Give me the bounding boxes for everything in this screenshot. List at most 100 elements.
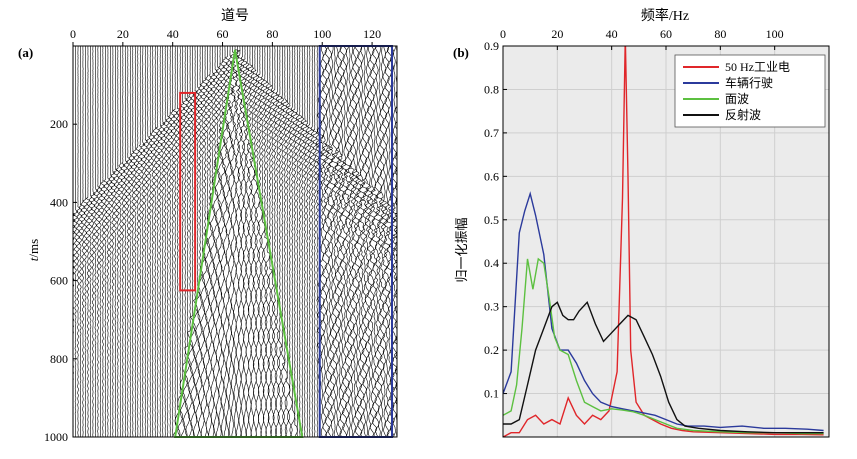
panel-a-trace <box>351 46 358 437</box>
panel-a-trace <box>269 46 276 437</box>
series-line-面波 <box>503 257 824 435</box>
panel-b-y-tick-label: 0.5 <box>484 213 499 227</box>
panel-a-trace <box>211 46 218 437</box>
panel-a-trace <box>343 46 352 437</box>
panel-a-trace <box>199 46 206 437</box>
panel-a-trace <box>158 46 163 437</box>
legend-label: 反射波 <box>725 107 761 122</box>
panel-a-trace <box>224 46 231 437</box>
panel-a-y-tick-label: 200 <box>50 117 68 131</box>
panel-a-seismic-traces <box>73 46 397 437</box>
panel-a-trace <box>145 46 150 437</box>
panel-a-trace <box>281 46 288 437</box>
panel-b-y-tick-label: 0.8 <box>484 82 499 96</box>
panel-a-y-ticks: 200 400 600 800 1000 <box>44 117 77 444</box>
panel-a-trace <box>336 46 344 437</box>
legend-label: 面波 <box>725 92 749 106</box>
panel-a-trace <box>135 46 140 437</box>
panel-a-trace <box>128 46 133 437</box>
panel-a-y-axis-label-unit: /ms <box>26 239 41 258</box>
panel-a-trace <box>364 46 371 437</box>
panel-a-trace <box>204 46 211 437</box>
panel-a-trace <box>112 46 119 437</box>
panel-a-trace <box>251 46 259 437</box>
panel-a-trace <box>97 46 103 437</box>
panel-a-trace <box>305 46 310 437</box>
panel-a-trace <box>189 46 196 437</box>
panel-a-trace <box>360 46 369 437</box>
panel-a-trace <box>243 46 251 437</box>
panel-b-x-ticks: 0 20 40 60 80 100 <box>500 27 784 50</box>
panel-a-trace <box>102 46 109 437</box>
panel-a-trace <box>122 46 129 437</box>
panel-a-trace <box>115 46 120 437</box>
panel-a-highlight-box <box>179 91 197 292</box>
panel-a-trace <box>366 46 373 437</box>
panel-a-x-tick-label: 120 <box>363 27 381 41</box>
panel-a-trace <box>355 46 364 437</box>
panel-a-trace <box>307 46 313 437</box>
panel-a-trace <box>206 46 213 437</box>
panel-a-trace <box>368 46 376 437</box>
panel-a-trace <box>95 46 101 437</box>
panel-a-trace <box>152 46 159 437</box>
panel-b-x-tick-label: 40 <box>606 27 618 41</box>
legend-label: 50 Hz工业电 <box>725 60 790 74</box>
panel-a-trace <box>120 46 126 437</box>
panel-a-trace <box>358 46 367 437</box>
panel-a-trace <box>228 46 237 437</box>
panel-b-x-tick-label: 80 <box>714 27 726 41</box>
panel-a-trace <box>165 46 171 437</box>
panel-a-trace <box>254 46 261 437</box>
panel-a-x-tick-label: 80 <box>266 27 278 41</box>
panel-a-trace <box>108 46 113 437</box>
panel-a-trace <box>324 46 331 437</box>
panel-a-trace <box>172 46 179 437</box>
panel-a-trace <box>266 46 273 437</box>
panel-a-trace <box>78 46 83 437</box>
panel-a-trace <box>312 46 318 437</box>
panel-b-label: (b) <box>453 45 469 60</box>
panel-a-x-tick-label: 20 <box>117 27 129 41</box>
panel-b-series <box>503 46 824 437</box>
panel-a-y-axis-label-symbol: t <box>26 257 41 261</box>
panel-a-trace <box>328 46 336 437</box>
panel-a-trace <box>85 46 91 437</box>
panel-b-y-tick-label: 0.7 <box>484 126 499 140</box>
panel-a-trace <box>295 46 300 437</box>
panel-a-trace <box>125 46 130 437</box>
panel-b-frame <box>502 45 830 438</box>
panel-b-title: 频率/Hz <box>641 7 689 24</box>
panel-a-trace <box>129 46 136 437</box>
panel-b-grid <box>503 45 829 437</box>
panel-a-trace <box>82 46 89 437</box>
panel-b-x-tick-label: 20 <box>551 27 563 41</box>
panel-a-trace <box>300 46 305 437</box>
panel-a-x-tick-label: 100 <box>313 27 331 41</box>
panel-a-trace <box>150 46 156 437</box>
panel-a-trace <box>202 46 209 437</box>
panel-a-trace <box>106 46 111 437</box>
panel-b-y-tick-label: 0.4 <box>484 256 499 270</box>
panel-a-trace <box>110 46 116 437</box>
panel-a-trace <box>182 46 189 437</box>
panel-a-trace <box>80 46 86 437</box>
panel-a-trace <box>239 46 246 437</box>
panel-b-x-tick-label: 60 <box>660 27 672 41</box>
panel-a-trace <box>167 46 173 437</box>
panel-a-trace <box>379 46 386 437</box>
legend-label: 车辆行驶 <box>725 75 773 90</box>
panel-a-trace <box>315 46 320 437</box>
panel-a-trace <box>184 46 191 437</box>
panel-a-trace <box>394 46 397 437</box>
panel-a-trace <box>140 46 146 437</box>
panel-a-trace <box>349 46 355 437</box>
panel-a-x-ticks: 0 20 40 60 80 100 120 <box>70 27 381 46</box>
panel-b-y-axis-label: 归一化振幅 <box>454 217 469 282</box>
panel-a-trace <box>76 46 81 437</box>
panel-a-trace <box>297 46 303 437</box>
panel-a-x-tick-label: 40 <box>167 27 179 41</box>
series-line-50 Hz工业电 <box>503 46 824 437</box>
panel-a-trace <box>331 46 340 437</box>
